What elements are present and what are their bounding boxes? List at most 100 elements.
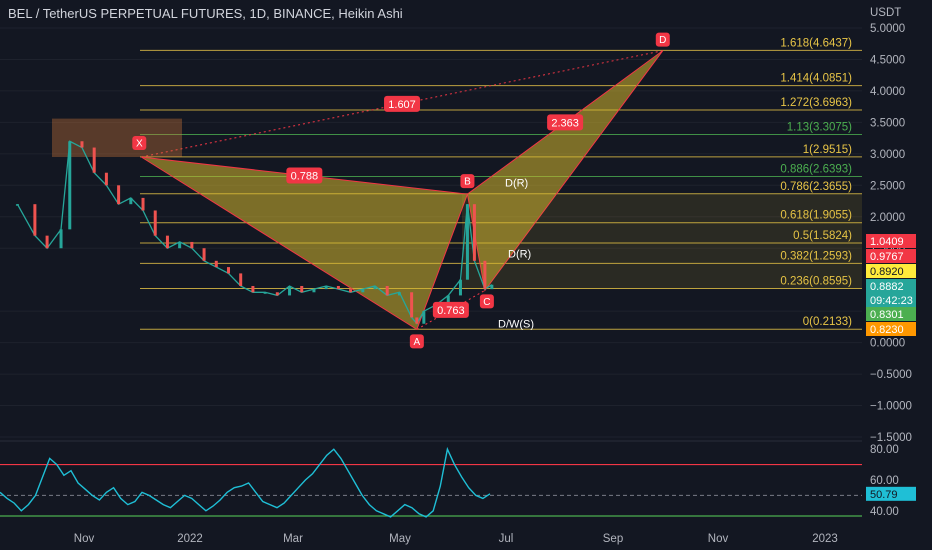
price-candle-39 xyxy=(472,204,476,261)
pattern-annotations: D(R) D/W(S) D(R) xyxy=(498,178,534,331)
pattern-ratios: 0.788 0.763 2.363 1.607 xyxy=(286,95,584,318)
y-tick-4: 3.0000 xyxy=(870,149,905,161)
rsi-tick-2: 40.00 xyxy=(870,506,899,518)
price-tag-label-4: 0.8301 xyxy=(870,309,904,321)
annotation-2: D(R) xyxy=(508,249,531,261)
fib-label-10: 0.236(0.8595) xyxy=(780,276,852,288)
point-label-c: C xyxy=(483,297,490,308)
price-tag-label-3: 0.8882 xyxy=(870,281,904,293)
point-label-x: X xyxy=(136,138,143,149)
price-candle-16 xyxy=(214,260,218,268)
price-axis[interactable]: USDT 5.0000 4.5000 4.0000 3.5000 3.0000 2.5000… xyxy=(870,7,912,444)
ratio-badge-1 xyxy=(432,301,469,318)
price-candle-30 xyxy=(385,285,389,296)
price-candle-11 xyxy=(153,210,157,236)
price-candle-4 xyxy=(68,141,72,230)
price-candle-12 xyxy=(165,235,169,249)
ratio-label-3: 1.607 xyxy=(388,99,416,111)
rsi-tick-1: 60.00 xyxy=(870,475,899,487)
annotation-0: D(R) xyxy=(505,178,528,190)
y-tick-0: 5.0000 xyxy=(870,23,905,35)
price-candle-34 xyxy=(422,311,426,324)
ratio-label-0: 0.788 xyxy=(291,171,319,183)
price-candle-29 xyxy=(373,285,377,290)
fib-label-11: 0(0.2133) xyxy=(803,316,852,328)
price-candle-2 xyxy=(45,235,49,249)
point-badge-x xyxy=(132,135,147,150)
fib-label-5: 0.886(2.6393) xyxy=(780,164,852,176)
prz-rect xyxy=(462,194,862,289)
fib-label-0: 1.618(4.6437) xyxy=(780,37,852,49)
price-candle-22 xyxy=(288,285,292,296)
point-label-b: B xyxy=(464,177,471,188)
price-candle-7 xyxy=(104,172,108,186)
price-candle-27 xyxy=(349,289,353,293)
price-tags: 1.0409 0.9767 0.8920 0.8882 0.8301 0.8230 09:4… xyxy=(866,234,916,336)
y-tick-6: 2.0000 xyxy=(870,212,905,224)
ratio-label-2: 2.363 xyxy=(551,117,579,129)
y-tick-10: −0.5000 xyxy=(870,369,912,381)
price-candle-10 xyxy=(141,197,145,211)
fib-label-4: 1(2.9515) xyxy=(803,144,852,156)
price-candle-21 xyxy=(275,292,279,296)
ratio-label-1: 0.763 xyxy=(437,305,465,317)
x-tick-6: Nov xyxy=(708,533,729,545)
time-axis[interactable]: Nov 2022 Mar May Jul Sep Nov 2023 xyxy=(74,533,838,545)
point-badge-b xyxy=(460,174,475,189)
rsi-current-label: 50.79 xyxy=(870,489,898,501)
price-candle-15 xyxy=(202,248,206,261)
price-candle-8 xyxy=(117,185,121,205)
price-line xyxy=(16,140,493,325)
rsi-current-tag xyxy=(866,486,916,501)
fib-label-6: 0.786(2.3655) xyxy=(780,181,852,193)
price-tag-3 xyxy=(866,279,916,293)
price-tag-1 xyxy=(866,249,916,263)
price-candle-23 xyxy=(300,285,304,293)
ratio-badge-0 xyxy=(286,167,323,184)
price-candle-36 xyxy=(446,295,450,305)
x-tick-0: Nov xyxy=(74,533,95,545)
x-tick-7: 2023 xyxy=(812,533,838,545)
fib-label-1: 1.414(4.0851) xyxy=(780,73,852,85)
price-candle-28 xyxy=(361,289,365,293)
price-candle-17 xyxy=(226,267,230,274)
fib-label-7: 0.618(1.9055) xyxy=(780,210,852,222)
countdown-label: 09:42:23 xyxy=(870,295,913,307)
chart-title: BEL / TetherUS PERPETUAL FUTURES, 1D, BI… xyxy=(8,6,403,21)
price-candle-13 xyxy=(178,241,182,249)
price-candle-20 xyxy=(263,292,267,294)
price-candle-19 xyxy=(251,285,255,293)
rsi-line xyxy=(0,446,491,518)
price-candle-14 xyxy=(190,241,194,249)
price-candle-0 xyxy=(15,204,19,206)
x-tick-1: 2022 xyxy=(177,533,203,545)
ratio-badge-2 xyxy=(547,114,584,131)
y-tick-9: 0.0000 xyxy=(870,338,905,350)
price-tag-label-5: 0.8230 xyxy=(870,324,904,336)
price-candle-26 xyxy=(336,285,340,290)
annotation-1: D/W(S) xyxy=(498,319,534,331)
point-label-a: A xyxy=(414,337,421,348)
pattern-points: X A B C D xyxy=(132,32,670,349)
price-tag-2 xyxy=(866,264,916,278)
price-tag-label-2: 0.8920 xyxy=(870,266,904,278)
price-candle-40 xyxy=(483,260,487,290)
pattern-ac xyxy=(416,289,486,330)
rsi-tick-0: 80.00 xyxy=(870,444,899,456)
price-candle-1 xyxy=(33,204,37,236)
price-candle-5 xyxy=(80,141,84,148)
x-tick-2: Mar xyxy=(283,533,303,545)
price-series xyxy=(15,140,494,325)
price-candle-6 xyxy=(92,147,96,173)
price-candle-24 xyxy=(312,289,316,293)
fib-label-2: 1.272(3.6963) xyxy=(780,97,852,109)
y-tick-12: −1.5000 xyxy=(870,432,912,444)
currency-label: USDT xyxy=(870,7,901,19)
price-tag-5 xyxy=(866,322,916,336)
x-tick-5: Sep xyxy=(603,533,623,545)
point-label-d: D xyxy=(659,35,666,46)
fib-label-8: 0.5(1.5824) xyxy=(793,230,852,242)
fib-label-3: 1.13(3.3075) xyxy=(787,121,852,133)
y-tick-5: 2.5000 xyxy=(870,180,905,192)
